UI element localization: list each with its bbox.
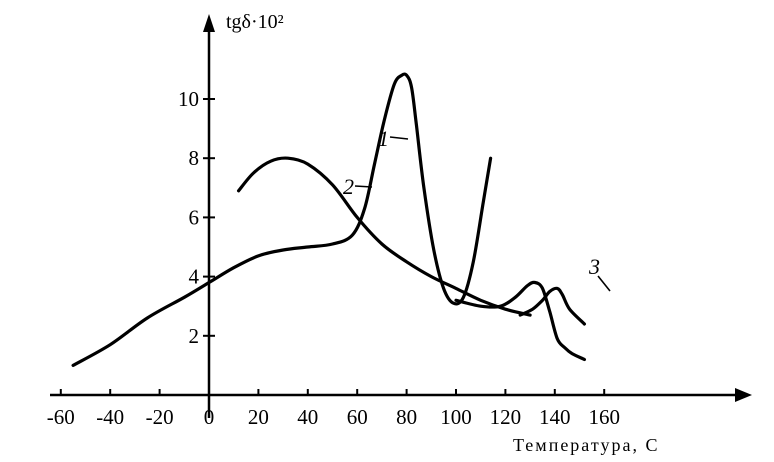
x-tick-label: 140 xyxy=(539,405,571,429)
ticks: -60 -40 -20 0 20 40 60 80 100 120 140 160 2 4 6 8 10 xyxy=(47,87,620,429)
x-axis-title: Температура, С xyxy=(513,435,659,455)
x-tick-label: -60 xyxy=(47,405,75,429)
x-tick-label: 80 xyxy=(396,405,417,429)
x-tick-label: -20 xyxy=(146,405,174,429)
y-tick-label: 8 xyxy=(189,146,200,170)
x-tick-label: 40 xyxy=(297,405,318,429)
x-tick-label: 60 xyxy=(347,405,368,429)
x-tick-label: 160 xyxy=(588,405,620,429)
y-axis-arrow xyxy=(203,14,215,32)
x-tick-label: 120 xyxy=(490,405,522,429)
curve-3 xyxy=(454,280,586,362)
curve-4 xyxy=(518,286,586,326)
curve-label-leader xyxy=(354,185,373,188)
curve-label-leader xyxy=(597,275,611,292)
curve-label-3: 3 xyxy=(588,254,600,279)
curve-labels: 12 3 xyxy=(343,126,611,292)
curve-label-leader xyxy=(389,136,409,140)
y-tick-label: 6 xyxy=(189,205,200,229)
y-tick-label: 4 xyxy=(189,265,200,289)
y-tick-label: 2 xyxy=(189,324,200,348)
x-tick-label: 0 xyxy=(204,405,215,429)
x-tick-label: 100 xyxy=(440,405,472,429)
curve-label-2: 2 xyxy=(343,174,354,199)
x-tick-label: 20 xyxy=(248,405,269,429)
curve-1 xyxy=(71,72,493,367)
axes xyxy=(50,14,752,418)
curve-2 xyxy=(237,156,532,317)
x-axis-arrow xyxy=(735,388,752,402)
curves xyxy=(71,72,586,367)
x-tick-label: -40 xyxy=(96,405,124,429)
y-tick-label: 10 xyxy=(178,87,199,111)
y-axis-title: tgδ·10² xyxy=(226,11,284,33)
curve-label-1: 1 xyxy=(378,126,389,151)
